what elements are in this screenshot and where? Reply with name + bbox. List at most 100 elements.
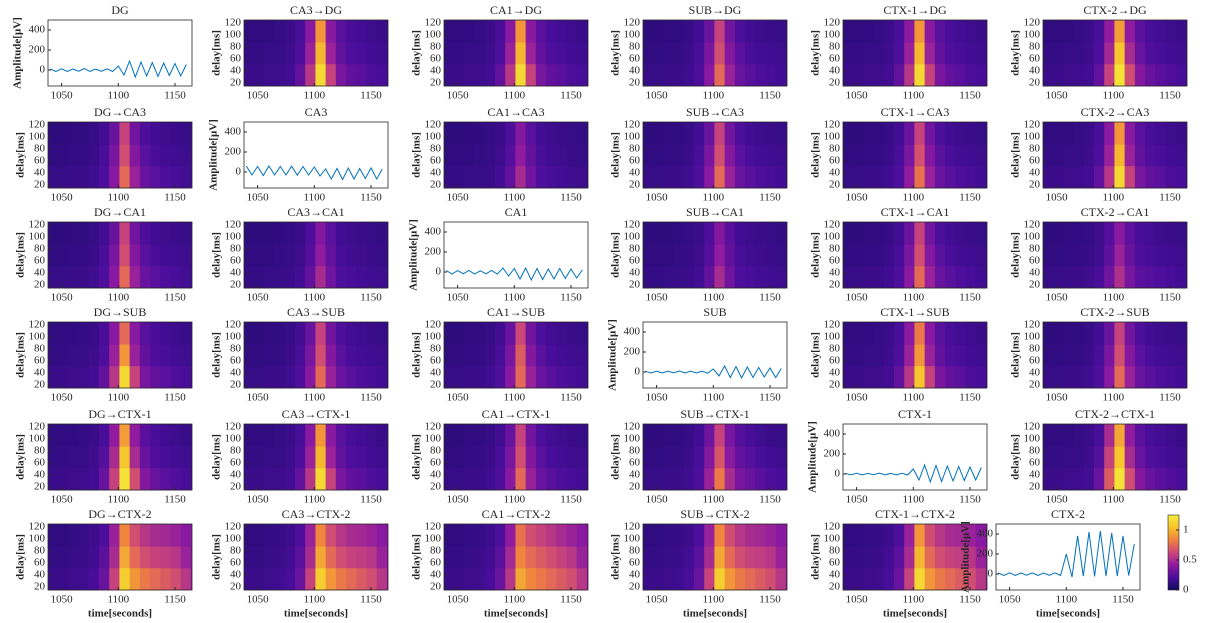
heatmap-cell xyxy=(924,344,936,367)
x-tick-label: 1150 xyxy=(560,90,582,102)
heatmap-cell xyxy=(170,344,182,367)
heatmap-cell xyxy=(1043,144,1054,167)
heatmap-cell xyxy=(1155,165,1166,189)
heatmap-cell xyxy=(474,467,486,491)
heatmap-cell xyxy=(264,524,276,547)
heatmap-cell xyxy=(653,424,664,447)
y-tick-label: 200 xyxy=(824,448,841,460)
heatmap-pad xyxy=(386,424,388,490)
heatmap-cell xyxy=(914,322,926,345)
heatmap-cell xyxy=(68,424,80,447)
heatmap-cell xyxy=(1145,265,1156,289)
heatmap-cell xyxy=(160,144,171,167)
heatmap-cell xyxy=(1053,467,1064,491)
heatmap-cell xyxy=(1104,165,1115,189)
y-tick-label: 40 xyxy=(34,469,46,481)
heatmap-pad xyxy=(985,524,987,590)
heatmap-cell xyxy=(765,122,777,145)
panel: 1050 1100 115020406080100120CTX-2→CTX-1del… xyxy=(1010,407,1188,506)
y-tick-label: 80 xyxy=(230,243,242,255)
heatmap-cell xyxy=(139,344,151,367)
heatmap-cell xyxy=(1073,20,1085,43)
heatmap-cell xyxy=(150,122,161,145)
heatmap-cell xyxy=(724,165,736,189)
panel: 1050 1100 115020406080100120SUB→DGdelay[ms… xyxy=(610,3,788,102)
heatmap-cell xyxy=(1053,265,1064,289)
heatmap-cell xyxy=(1043,265,1054,289)
heatmap-cell xyxy=(934,122,946,145)
heatmap-cell xyxy=(495,344,506,367)
heatmap-cell xyxy=(315,546,327,569)
heatmap-cell xyxy=(1175,144,1187,167)
heatmap-cell xyxy=(515,122,527,145)
x-tick-label: 1050 xyxy=(51,90,74,102)
heatmap-cell xyxy=(643,524,654,547)
panel: 1050 1100 115020406080100120CTX-1→DGdelay[… xyxy=(810,3,988,102)
heatmap-cell xyxy=(546,424,557,447)
heatmap-cell xyxy=(934,20,946,43)
panel-title: CA3→DG xyxy=(290,3,342,17)
heatmap-cell xyxy=(653,546,664,569)
heatmap-cell xyxy=(1155,244,1166,267)
heatmap-cell xyxy=(160,265,171,289)
x-tick-label: 1150 xyxy=(1159,192,1181,204)
heatmap-cell xyxy=(180,424,192,447)
signal-line xyxy=(446,266,583,282)
heatmap-cell xyxy=(883,265,895,289)
axes-frame xyxy=(47,321,193,389)
heatmap-cell xyxy=(346,42,357,65)
heatmap-cell xyxy=(48,524,59,547)
heatmap-cell xyxy=(274,265,286,289)
heatmap-cell xyxy=(99,524,110,547)
y-tick-label: 100 xyxy=(624,533,641,545)
heatmap-cell xyxy=(1175,424,1187,447)
heatmap-cell xyxy=(264,546,276,569)
heatmap-cell xyxy=(683,467,695,491)
heatmap-cell xyxy=(924,165,936,189)
heatmap-cell xyxy=(765,244,777,267)
x-tick-label: 1100 xyxy=(504,292,526,304)
heatmap-cell xyxy=(775,165,787,189)
x-tick-label: 1150 xyxy=(360,192,382,204)
heatmap-cell xyxy=(315,424,327,447)
heatmap-cell xyxy=(356,467,367,491)
heatmap-cell xyxy=(474,424,486,447)
heatmap-cell xyxy=(129,265,141,289)
heatmap-cell xyxy=(129,222,141,245)
heatmap-cell xyxy=(295,322,306,345)
x-tick-label: 1050 xyxy=(1046,392,1069,404)
heatmap-cell xyxy=(566,165,578,189)
heatmap-cell xyxy=(1073,265,1085,289)
heatmap-cell xyxy=(346,446,357,469)
heatmap-cell xyxy=(1053,63,1064,87)
heatmap-cell xyxy=(1104,42,1115,65)
heatmap-cell xyxy=(1114,63,1126,87)
heatmap-cell xyxy=(525,122,537,145)
heatmap-cell xyxy=(335,20,347,43)
y-axis-label: delay[ms] xyxy=(15,332,27,378)
heatmap-cell xyxy=(264,20,276,43)
y-axis-label: delay[ms] xyxy=(211,30,223,76)
heatmap-cell xyxy=(965,322,977,345)
heatmap-pad xyxy=(1185,424,1187,490)
heatmap-cell xyxy=(335,322,347,345)
heatmap-cell xyxy=(975,546,987,569)
heatmap-cell xyxy=(484,344,496,367)
x-tick-label: 1100 xyxy=(903,292,925,304)
heatmap-cell xyxy=(904,42,915,65)
heatmap-cell xyxy=(295,344,306,367)
panel: 1050 1100 115020406080100120DG→CA1delay[ms… xyxy=(15,205,193,304)
heatmap-cell xyxy=(1094,42,1105,65)
heatmap-cell xyxy=(745,244,756,267)
heatmap-cell xyxy=(474,63,486,87)
heatmap-cell xyxy=(160,222,171,245)
heatmap-cell xyxy=(546,42,557,65)
heatmap-cell xyxy=(556,63,567,87)
heatmap-cell xyxy=(1145,467,1156,491)
heatmap-cell xyxy=(274,244,286,267)
heatmap-cell xyxy=(305,63,316,87)
heatmap-cell xyxy=(254,20,265,43)
x-tick-label: 1050 xyxy=(646,90,669,102)
heatmap-cell xyxy=(315,365,327,389)
y-tick-label: 120 xyxy=(624,521,641,533)
